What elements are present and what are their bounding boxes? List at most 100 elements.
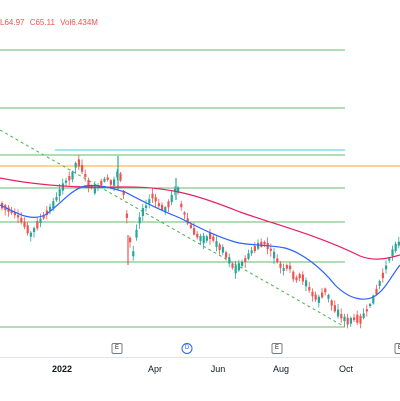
candle-body	[65, 181, 67, 183]
candle-body	[161, 205, 163, 210]
candle-body	[30, 233, 32, 237]
candle-body	[244, 258, 246, 262]
candle-body	[292, 272, 294, 280]
candle-body	[193, 228, 195, 234]
earnings-marker[interactable]: E	[395, 343, 400, 354]
candle-body	[84, 174, 86, 177]
candle-body	[155, 197, 157, 201]
candle-body	[206, 236, 208, 240]
candle-body	[81, 165, 83, 172]
candle-body	[129, 238, 131, 243]
candle-body	[126, 214, 128, 218]
candle-body	[343, 317, 345, 321]
candle-body	[110, 180, 112, 184]
candle-body	[331, 300, 333, 305]
candle-body	[100, 181, 102, 185]
time-label-aug: Aug	[273, 364, 289, 374]
candle-body	[135, 230, 137, 238]
candle-body	[167, 201, 169, 207]
candle-body	[62, 183, 64, 190]
candle-body	[27, 225, 29, 233]
candle-body	[279, 264, 281, 268]
earnings-marker[interactable]: E	[272, 343, 283, 354]
candle-body	[350, 318, 352, 324]
price-chart[interactable]	[0, 0, 400, 357]
candle-body	[215, 241, 217, 247]
candle-body	[222, 247, 224, 253]
candle-body	[107, 177, 109, 180]
candle-body	[78, 159, 80, 166]
legend-volume: Vol6.434M	[60, 18, 98, 27]
candle-body	[302, 275, 304, 282]
candle-body	[395, 244, 397, 251]
candle-body	[324, 289, 326, 293]
candle-body	[263, 242, 265, 245]
candle-body	[315, 295, 317, 300]
candle-body	[142, 208, 144, 216]
candle-body	[337, 310, 339, 317]
candle-body	[55, 197, 57, 200]
candle-body	[52, 201, 54, 208]
candle-body	[33, 228, 35, 232]
candle-body	[257, 243, 259, 249]
candle-body	[231, 264, 233, 268]
candle-body	[196, 234, 198, 238]
ohlc-legend: L64.97 C65.11 Vol6.434M	[0, 18, 101, 28]
candle-body	[171, 195, 173, 202]
candle-body	[17, 215, 19, 217]
candle-body	[119, 173, 121, 180]
candle-body	[388, 258, 390, 260]
candle-body	[20, 218, 22, 223]
candle-body	[363, 313, 365, 317]
candle-body	[241, 262, 243, 266]
candle-body	[289, 266, 291, 270]
candle-body	[334, 305, 336, 311]
candle-body	[321, 293, 323, 298]
candle-body	[359, 316, 361, 324]
candle-body	[71, 172, 73, 180]
candle-body	[68, 176, 70, 180]
candle-body	[356, 315, 358, 323]
candle-body	[190, 225, 192, 228]
candle-body	[36, 221, 38, 228]
candle-body	[347, 318, 349, 325]
candle-body	[308, 287, 310, 291]
candle-body	[385, 266, 387, 270]
candle-body	[340, 314, 342, 318]
candle-body	[132, 251, 134, 256]
candle-body	[103, 179, 105, 182]
candle-body	[283, 268, 285, 271]
candle-body	[199, 236, 201, 241]
candle-body	[311, 292, 313, 297]
candle-body	[113, 179, 115, 185]
candle-body	[151, 194, 153, 199]
time-label-2022: 2022	[52, 364, 72, 374]
time-label-oct: Oct	[339, 364, 353, 374]
time-label-apr: Apr	[148, 364, 162, 374]
candle-body	[276, 258, 278, 262]
candle-body	[158, 203, 160, 206]
candle-body	[219, 244, 221, 250]
earnings-marker[interactable]: E	[112, 343, 123, 354]
candle-body	[318, 297, 320, 303]
candle-body	[23, 222, 25, 227]
candle-body	[75, 163, 77, 168]
candle-body	[295, 277, 297, 280]
candle-body	[247, 253, 249, 259]
candle-body	[209, 233, 211, 239]
candle-body	[375, 289, 377, 294]
candle-body	[145, 205, 147, 207]
time-axis[interactable]: 2022 Apr Jun Aug Oct	[0, 357, 400, 401]
candle-body	[235, 266, 237, 274]
candle-body	[183, 212, 185, 214]
dividend-marker[interactable]: D	[182, 343, 193, 354]
candle-body	[139, 217, 141, 223]
candle-body	[327, 295, 329, 299]
candle-body	[270, 249, 272, 251]
candle-body	[273, 252, 275, 259]
candle-body	[180, 204, 182, 208]
candle-body	[251, 250, 253, 253]
candle-body	[353, 317, 355, 320]
candle-body	[203, 236, 205, 244]
